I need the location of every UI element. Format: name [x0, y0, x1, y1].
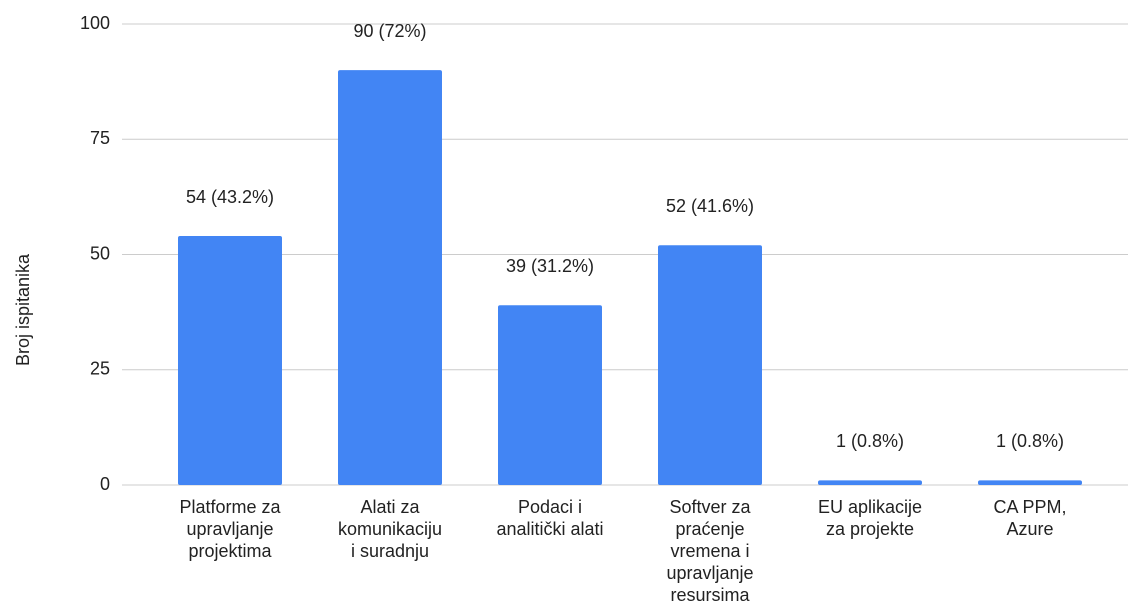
bar	[178, 236, 282, 485]
data-label: 90 (72%)	[353, 21, 426, 41]
x-tick-label: Softver za praćenje vremena i upravljanje re…	[666, 497, 753, 605]
y-tick-label: 50	[90, 243, 110, 263]
bar	[978, 480, 1082, 485]
data-label: 54 (43.2%)	[186, 187, 274, 207]
bar	[498, 305, 602, 485]
x-tick-label: CA PPM, Azure	[993, 497, 1066, 539]
y-tick-label: 0	[100, 474, 110, 494]
bar	[338, 70, 442, 485]
x-tick-label: Podaci i analitički alati	[496, 497, 603, 539]
x-tick-label: Alati za komunikaciju i suradnju	[338, 497, 442, 561]
x-tick-label: Platforme za upravljanje projektima	[179, 497, 281, 561]
y-tick-label: 25	[90, 359, 110, 379]
x-tick-label: EU aplikacije za projekte	[818, 497, 922, 539]
data-label: 1 (0.8%)	[996, 431, 1064, 451]
data-label: 39 (31.2%)	[506, 256, 594, 276]
data-label: 52 (41.6%)	[666, 196, 754, 216]
y-axis-label: Broj ispitanika	[13, 253, 33, 366]
data-label: 1 (0.8%)	[836, 431, 904, 451]
bar	[658, 245, 762, 485]
y-tick-label: 75	[90, 128, 110, 148]
bar	[818, 480, 922, 485]
y-tick-label: 100	[80, 13, 110, 33]
